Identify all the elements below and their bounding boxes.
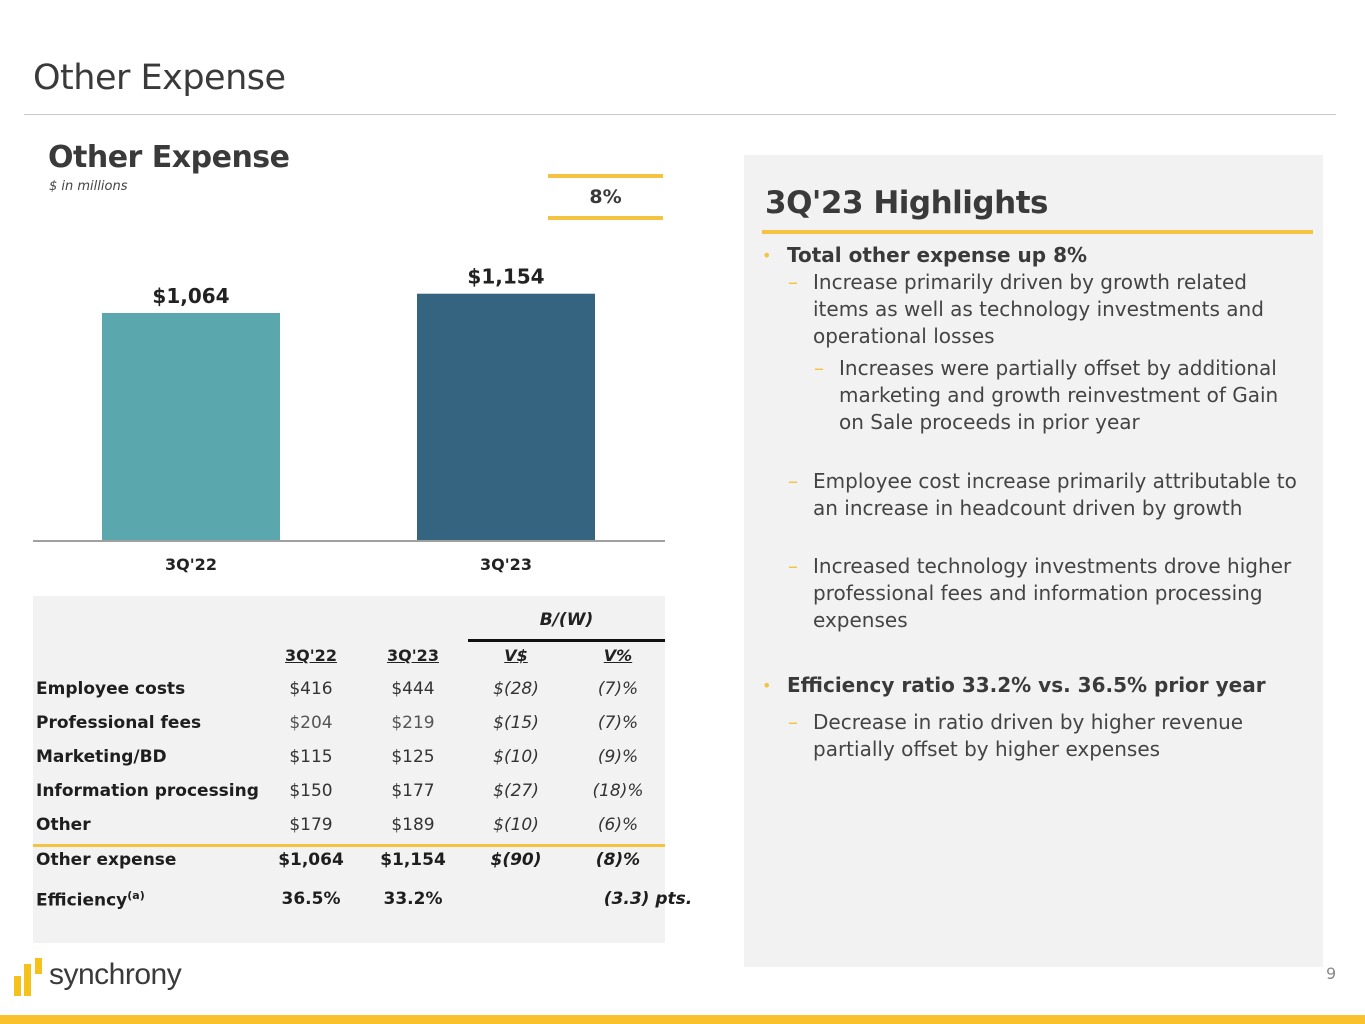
page-number: 9 bbox=[1326, 964, 1337, 983]
better-worse-rule bbox=[468, 639, 665, 642]
chart-subtitle: $ in millions bbox=[49, 179, 128, 194]
row-label: Information processing bbox=[36, 781, 259, 801]
growth-badge: 8% bbox=[548, 174, 663, 220]
cell-variance-dollar: $(15) bbox=[493, 713, 539, 733]
cell-3q23: $444 bbox=[391, 679, 435, 699]
cell-3q22: $150 bbox=[289, 781, 333, 801]
col-header-variance-percent: V% bbox=[603, 646, 633, 665]
table-row: Information processing $150 $177 $(27) (18)% bbox=[33, 775, 665, 809]
col-header-3q22: 3Q'22 bbox=[285, 646, 337, 665]
col-header-variance-dollar: V$ bbox=[504, 646, 528, 665]
cell-3q22: $1,064 bbox=[278, 850, 344, 870]
bullet-dot-icon: • bbox=[762, 246, 772, 265]
logo-bars-icon bbox=[14, 958, 44, 998]
highlight-sub-bullet: – Decrease in ratio driven by higher reve… bbox=[788, 709, 1308, 763]
highlight-text: Increase primarily driven by growth rela… bbox=[813, 270, 1264, 348]
cell-variance-dollar: $(90) bbox=[490, 850, 542, 870]
row-label: Employee costs bbox=[36, 679, 186, 699]
expense-table-panel bbox=[33, 596, 665, 943]
row-label: Marketing/BD bbox=[36, 747, 167, 767]
row-label: Other bbox=[36, 815, 91, 835]
footnote-marker: (a) bbox=[127, 889, 145, 902]
highlights-title: 3Q'23 Highlights bbox=[765, 185, 1048, 221]
growth-badge-value: 8% bbox=[589, 186, 622, 208]
cell-variance-dollar: $(10) bbox=[493, 747, 539, 767]
highlight-sub-bullet: – Employee cost increase primarily attrib… bbox=[788, 468, 1308, 522]
bar-3q22 bbox=[102, 313, 280, 541]
page-title: Other Expense bbox=[33, 58, 286, 98]
bullet-dash-icon: – bbox=[788, 469, 798, 493]
table-row: Employee costs $416 $444 $(28) (7)% bbox=[33, 673, 665, 707]
highlights-rule bbox=[762, 230, 1313, 234]
cell-variance-percent: (6)% bbox=[597, 815, 639, 835]
bar-data-label: $1,154 bbox=[467, 265, 544, 289]
cell-variance-percent: (9)% bbox=[597, 747, 639, 767]
bullet-dash-icon: – bbox=[814, 356, 824, 380]
bar-3q23 bbox=[417, 293, 595, 541]
table-row: Marketing/BD $115 $125 $(10) (9)% bbox=[33, 741, 665, 775]
bullet-dot-icon: • bbox=[762, 676, 772, 695]
chart-title: Other Expense bbox=[48, 140, 290, 175]
cell-variance-percent: (7)% bbox=[597, 679, 639, 699]
row-label: Efficiency(a) bbox=[36, 889, 145, 911]
row-label: Other expense bbox=[36, 850, 177, 870]
highlight-text: Employee cost increase primarily attribu… bbox=[813, 469, 1297, 520]
title-divider bbox=[24, 114, 1336, 115]
cell-variance-percent: (8)% bbox=[595, 850, 641, 870]
col-header-3q23: 3Q'23 bbox=[387, 646, 439, 665]
bullet-dash-icon: – bbox=[788, 554, 798, 578]
highlight-sub-bullet: – Increases were partially offset by addi… bbox=[814, 355, 1309, 436]
cell-3q22: $115 bbox=[289, 747, 333, 767]
cell-3q23: $1,154 bbox=[380, 850, 446, 870]
cell-3q22: $416 bbox=[289, 679, 333, 699]
row-label: Professional fees bbox=[36, 713, 202, 733]
bullet-dash-icon: – bbox=[788, 710, 798, 734]
x-tick-label: 3Q'22 bbox=[165, 555, 217, 574]
total-divider bbox=[33, 844, 665, 847]
highlight-sub-bullet: – Increase primarily driven by growth rel… bbox=[788, 269, 1308, 350]
highlight-text: Efficiency ratio 33.2% vs. 36.5% prior y… bbox=[787, 673, 1266, 697]
highlight-text: Increases were partially offset by addit… bbox=[839, 356, 1279, 434]
logo-wordmark: synchrony bbox=[49, 958, 182, 991]
cell-3q23: 33.2% bbox=[383, 889, 443, 909]
bar-data-label: $1,064 bbox=[152, 284, 229, 308]
highlight-text: Increased technology investments drove h… bbox=[813, 554, 1292, 632]
footer-accent-bar bbox=[0, 1015, 1365, 1024]
bar-chart: $1,064 3Q'22 $1,154 3Q'23 bbox=[33, 265, 665, 574]
cell-3q22: $204 bbox=[289, 713, 333, 733]
cell-3q23: $125 bbox=[391, 747, 435, 767]
cell-variance-percent: (7)% bbox=[597, 713, 639, 733]
cell-variance-percent: (18)% bbox=[592, 781, 644, 801]
bullet-dash-icon: – bbox=[788, 270, 798, 294]
table-row-total: Other expense $1,064 $1,154 $(90) (8)% bbox=[33, 844, 665, 878]
table-row: Other $179 $189 $(10) (6)% bbox=[33, 809, 665, 843]
table-row-efficiency: Efficiency(a) 36.5% 33.2% (3.3) pts. bbox=[33, 883, 692, 917]
cell-3q23: $189 bbox=[391, 815, 435, 835]
better-worse-header: B/(W) bbox=[539, 610, 594, 630]
cell-3q22: $179 bbox=[289, 815, 333, 835]
cell-3q23: $219 bbox=[391, 713, 435, 733]
highlights-panel bbox=[744, 155, 1323, 967]
table-row: Professional fees $204 $219 $(15) (7)% bbox=[33, 707, 665, 741]
highlight-bullet: • Total other expense up 8% bbox=[762, 242, 1307, 269]
x-tick-label: 3Q'23 bbox=[480, 555, 532, 574]
highlight-text: Total other expense up 8% bbox=[787, 243, 1088, 267]
cell-3q22: 36.5% bbox=[281, 889, 341, 909]
cell-variance-dollar: $(10) bbox=[493, 815, 539, 835]
highlight-sub-bullet: – Increased technology investments drove … bbox=[788, 553, 1308, 634]
highlight-bullet: • Efficiency ratio 33.2% vs. 36.5% prior … bbox=[762, 672, 1307, 699]
cell-3q23: $177 bbox=[391, 781, 435, 801]
cell-variance-dollar: $(28) bbox=[493, 679, 539, 699]
efficiency-label: Efficiency bbox=[36, 890, 128, 911]
cell-variance-points: (3.3) pts. bbox=[603, 889, 693, 909]
highlight-text: Decrease in ratio driven by higher reven… bbox=[813, 710, 1244, 761]
cell-variance-dollar: $(27) bbox=[493, 781, 539, 801]
